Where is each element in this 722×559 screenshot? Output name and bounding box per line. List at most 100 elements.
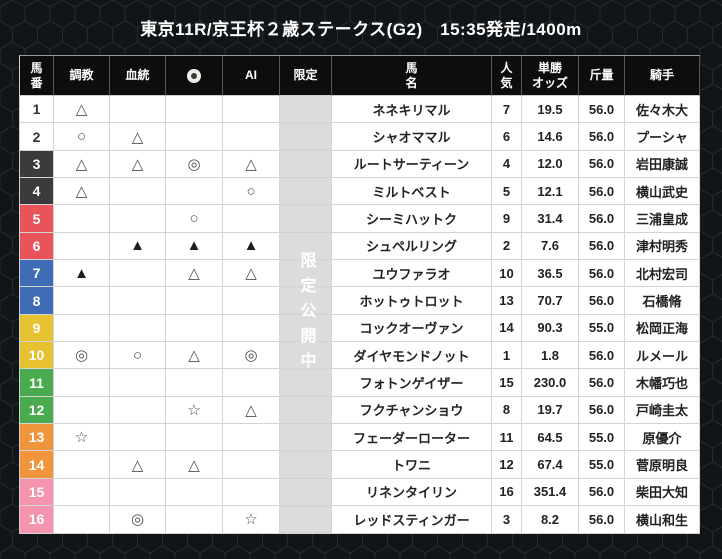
kettou-mark-cell — [110, 205, 166, 233]
chokyo-mark-cell: ☆ — [54, 424, 110, 452]
ai-mark-cell — [223, 123, 280, 151]
ai-mark-cell — [223, 96, 280, 124]
race-table: 馬 番 調教 血統 AI 限定 馬 名 人 気 単勝 オッズ 斤量 騎手 限定公… — [19, 55, 700, 534]
kettou-mark-cell — [110, 287, 166, 315]
horse-name-cell: シャオママル — [332, 123, 492, 151]
popularity-cell: 13 — [492, 287, 522, 315]
header-gentei: 限定 — [280, 56, 332, 96]
weight-cell: 56.0 — [579, 396, 625, 425]
header-ai: AI — [223, 56, 280, 96]
weight-cell: 56.0 — [579, 369, 625, 397]
weight-cell: 55.0 — [579, 451, 625, 479]
chokyo-mark-cell: ◎ — [54, 342, 110, 370]
icon-mark-cell — [166, 96, 223, 124]
win-odds-cell: 14.6 — [522, 123, 579, 151]
chokyo-mark-cell — [54, 232, 110, 261]
horse-number-cell: 3 — [20, 150, 54, 179]
weight-cell: 56.0 — [579, 232, 625, 261]
chokyo-mark-cell: ○ — [54, 123, 110, 151]
horse-name-cell: ルートサーティーン — [332, 150, 492, 179]
kettou-mark-cell — [110, 396, 166, 425]
weight-cell: 56.0 — [579, 205, 625, 233]
icon-mark-cell — [166, 369, 223, 397]
jockey-cell: 松岡正海 — [625, 314, 700, 343]
chokyo-mark-cell: △ — [54, 96, 110, 124]
popularity-cell: 5 — [492, 178, 522, 206]
icon-mark-cell — [166, 314, 223, 343]
chokyo-mark-cell — [54, 478, 110, 507]
circle-badge-icon — [187, 68, 201, 83]
jockey-cell: 横山和生 — [625, 506, 700, 534]
win-odds-cell: 7.6 — [522, 232, 579, 261]
jockey-cell: 三浦皇成 — [625, 205, 700, 233]
icon-mark-cell — [166, 287, 223, 315]
jockey-cell: プーシャ — [625, 123, 700, 151]
header-chokyo: 調教 — [54, 56, 110, 96]
header-kettou: 血統 — [110, 56, 166, 96]
popularity-cell: 12 — [492, 451, 522, 479]
popularity-cell: 16 — [492, 478, 522, 507]
kettou-mark-cell — [110, 178, 166, 206]
icon-mark-cell: △ — [166, 451, 223, 479]
jockey-cell: 横山武史 — [625, 178, 700, 206]
chokyo-mark-cell: △ — [54, 150, 110, 179]
header-ninki: 人 気 — [492, 56, 522, 96]
ai-mark-cell: △ — [223, 396, 280, 425]
horse-name-cell: フクチャンショウ — [332, 396, 492, 425]
win-odds-cell: 12.1 — [522, 178, 579, 206]
weight-cell: 56.0 — [579, 506, 625, 534]
icon-mark-cell — [166, 123, 223, 151]
horse-number-cell: 2 — [20, 123, 54, 151]
jockey-cell: 北村宏司 — [625, 260, 700, 288]
icon-mark-cell — [166, 506, 223, 534]
popularity-cell: 6 — [492, 123, 522, 151]
ai-mark-cell — [223, 314, 280, 343]
kettou-mark-cell — [110, 96, 166, 124]
icon-mark-cell: △ — [166, 260, 223, 288]
popularity-cell: 3 — [492, 506, 522, 534]
horse-name-cell: シーミハットク — [332, 205, 492, 233]
weight-cell: 56.0 — [579, 150, 625, 179]
kettou-mark-cell: ○ — [110, 342, 166, 370]
win-odds-cell: 351.4 — [522, 478, 579, 507]
jockey-cell: 岩田康誠 — [625, 150, 700, 179]
kettou-mark-cell: ◎ — [110, 506, 166, 534]
weight-cell: 55.0 — [579, 424, 625, 452]
horse-name-cell: ミルトベスト — [332, 178, 492, 206]
kettou-mark-cell — [110, 260, 166, 288]
limited-public-banner[interactable]: 限定公開中 — [280, 96, 332, 534]
horse-name-cell: フォトンゲイザー — [332, 369, 492, 397]
win-odds-cell: 70.7 — [522, 287, 579, 315]
ai-mark-cell — [223, 478, 280, 507]
ai-mark-cell: ◎ — [223, 342, 280, 370]
popularity-cell: 11 — [492, 424, 522, 452]
ai-mark-cell: ○ — [223, 178, 280, 206]
weight-cell: 56.0 — [579, 178, 625, 206]
horse-name-cell: シュペルリング — [332, 232, 492, 261]
ai-mark-cell: △ — [223, 260, 280, 288]
popularity-cell: 10 — [492, 260, 522, 288]
chokyo-mark-cell — [54, 506, 110, 534]
horse-number-cell: 8 — [20, 287, 54, 315]
jockey-cell: 柴田大知 — [625, 478, 700, 507]
ai-mark-cell: ☆ — [223, 506, 280, 534]
chokyo-mark-cell — [54, 396, 110, 425]
icon-mark-cell — [166, 424, 223, 452]
win-odds-cell: 90.3 — [522, 314, 579, 343]
chokyo-mark-cell — [54, 205, 110, 233]
ai-mark-cell — [223, 451, 280, 479]
kettou-mark-cell — [110, 314, 166, 343]
horse-number-cell: 12 — [20, 396, 54, 425]
horse-name-cell: レッドスティンガー — [332, 506, 492, 534]
weight-cell: 56.0 — [579, 123, 625, 151]
horse-number-cell: 7 — [20, 260, 54, 288]
icon-mark-cell: ☆ — [166, 396, 223, 425]
win-odds-cell: 230.0 — [522, 369, 579, 397]
horse-name-cell: コックオーヴァン — [332, 314, 492, 343]
win-odds-cell: 67.4 — [522, 451, 579, 479]
jockey-cell: 木幡巧也 — [625, 369, 700, 397]
chokyo-mark-cell — [54, 451, 110, 479]
chokyo-mark-cell: △ — [54, 178, 110, 206]
win-odds-cell: 31.4 — [522, 205, 579, 233]
weight-cell: 56.0 — [579, 342, 625, 370]
